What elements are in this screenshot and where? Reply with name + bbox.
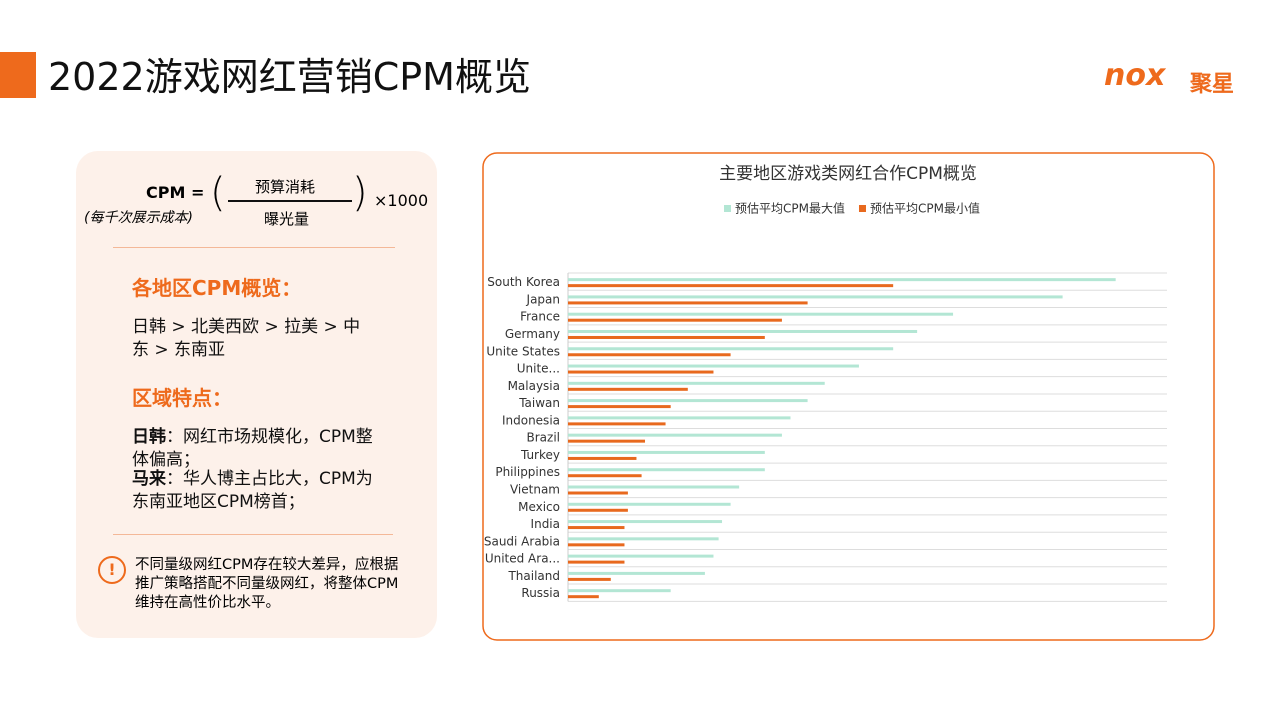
section-item: 马来：华人博主占比大，CPM为东南亚地区CPM榜首；: [132, 468, 387, 514]
bar: [568, 416, 791, 420]
note: 不同量级网红CPM存在较大差异，应根据推广策略搭配不同量级网红，将整体CPM维持…: [135, 557, 399, 611]
item-text: ：华人博主占比大，CPM为东南亚地区CPM榜首；: [132, 469, 373, 512]
logo-name: 聚星: [1190, 72, 1235, 97]
bar: [568, 370, 714, 374]
bar: [568, 554, 714, 558]
formula-note: (每千次展示成本): [84, 210, 193, 226]
y-tick-label: India: [531, 517, 560, 531]
bar: [568, 560, 625, 564]
formula-denominator: 曝光量: [264, 210, 310, 228]
formula-lhs: CPM =: [146, 183, 205, 202]
bar: [568, 353, 731, 357]
slide-title: 2022游戏网红营销CPM概览: [48, 55, 531, 99]
bar: [568, 399, 808, 403]
y-tick-label: South Korea: [487, 275, 560, 289]
bar: [568, 468, 765, 472]
y-tick-label: Saudi Arabia: [484, 534, 560, 548]
divider: [113, 247, 395, 248]
formula-numerator: 预算消耗: [255, 178, 316, 196]
paren: ): [352, 170, 368, 216]
section-heading: 区域特点：: [132, 386, 232, 410]
bar: [568, 405, 671, 409]
y-tick-label: Japan: [526, 292, 560, 306]
bar: [568, 577, 611, 581]
y-tick-label: Brazil: [527, 431, 561, 445]
y-tick-label: Turkey: [520, 448, 560, 462]
bar: [568, 364, 859, 368]
left-panel: [76, 151, 437, 638]
bar: [568, 491, 628, 495]
y-tick-label: Taiwan: [518, 396, 560, 410]
bar: [568, 571, 705, 575]
warning-icon: !: [98, 556, 126, 584]
bar: [568, 301, 808, 305]
chart-frame: [482, 152, 1215, 641]
y-tick-label: Unite States: [486, 344, 560, 358]
bar: [568, 295, 1063, 299]
bar: [568, 278, 1116, 282]
item-bold: 日韩: [132, 427, 166, 447]
y-tick-label: Malaysia: [508, 379, 560, 393]
y-tick-label: Vietnam: [510, 483, 560, 497]
formula-factor: ×1000: [374, 191, 429, 210]
y-tick-label: Germany: [505, 327, 560, 341]
legend-swatch: [858, 205, 866, 212]
bar: [568, 422, 666, 426]
legend-label: 预估平均CPM最大值: [735, 201, 845, 216]
bar: [568, 526, 625, 530]
chart-title: 主要地区游戏类网红合作CPM概览: [719, 164, 977, 184]
divider: [113, 534, 393, 535]
bar: [568, 485, 740, 489]
legend-swatch: [724, 205, 731, 212]
bar: [568, 589, 671, 593]
y-tick-label: France: [520, 310, 560, 324]
bar: [568, 381, 825, 385]
y-tick-label: United Ara...: [485, 552, 560, 566]
bar: [568, 502, 731, 506]
bar: [568, 329, 918, 333]
bar: [568, 439, 646, 443]
item-bold: 马来: [132, 469, 166, 489]
fraction-line: [228, 200, 352, 202]
y-tick-label: Philippines: [495, 465, 560, 479]
y-tick-label: Mexico: [518, 500, 560, 514]
title-bar: [0, 52, 36, 98]
item-text: ：网红市场规模化，CPM整体偏高；: [132, 427, 373, 470]
bar: [568, 335, 765, 339]
y-tick-label: Indonesia: [502, 413, 560, 427]
section-text: 日韩 > 北美西欧 > 拉美 > 中东 > 东南亚: [132, 317, 361, 360]
y-tick-label: Unite...: [517, 362, 560, 376]
section-heading: 各地区CPM概览：: [132, 276, 302, 300]
bar: [568, 387, 688, 391]
bar: [568, 543, 625, 547]
bar: [568, 312, 954, 316]
bar: [568, 508, 628, 512]
bar: [568, 433, 782, 437]
logo-mark: nox: [1104, 58, 1166, 93]
bar: [568, 595, 599, 599]
bar: [568, 450, 765, 454]
bar: [568, 318, 782, 322]
bar: [568, 474, 642, 478]
y-tick-label: Thailand: [507, 569, 560, 583]
paren: (: [210, 170, 226, 216]
bar: [568, 347, 894, 351]
bar: [568, 537, 719, 541]
legend-label: 预估平均CPM最小值: [870, 201, 980, 216]
bar: [568, 456, 637, 460]
bar: [568, 520, 723, 524]
section-item: 日韩：网红市场规模化，CPM整体偏高；: [132, 426, 387, 472]
bar: [568, 284, 894, 288]
y-tick-label: Russia: [521, 586, 560, 600]
